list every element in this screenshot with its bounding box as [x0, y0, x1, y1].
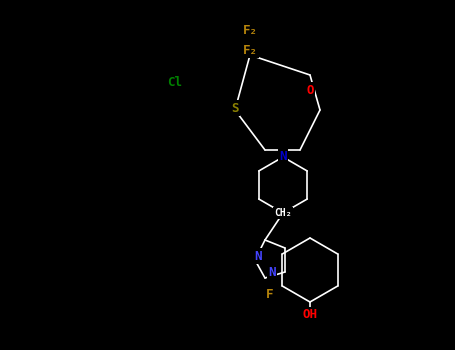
- Text: N: N: [279, 150, 287, 163]
- Text: F₂: F₂: [243, 43, 258, 56]
- Text: S: S: [231, 102, 239, 114]
- Text: N: N: [254, 250, 262, 262]
- Text: CH₂: CH₂: [274, 208, 292, 218]
- Text: OH: OH: [303, 308, 318, 322]
- Text: Cl: Cl: [167, 76, 182, 89]
- Text: F₂: F₂: [243, 23, 258, 36]
- Text: F: F: [266, 288, 274, 301]
- Text: O: O: [306, 84, 314, 97]
- Text: N: N: [268, 266, 276, 279]
